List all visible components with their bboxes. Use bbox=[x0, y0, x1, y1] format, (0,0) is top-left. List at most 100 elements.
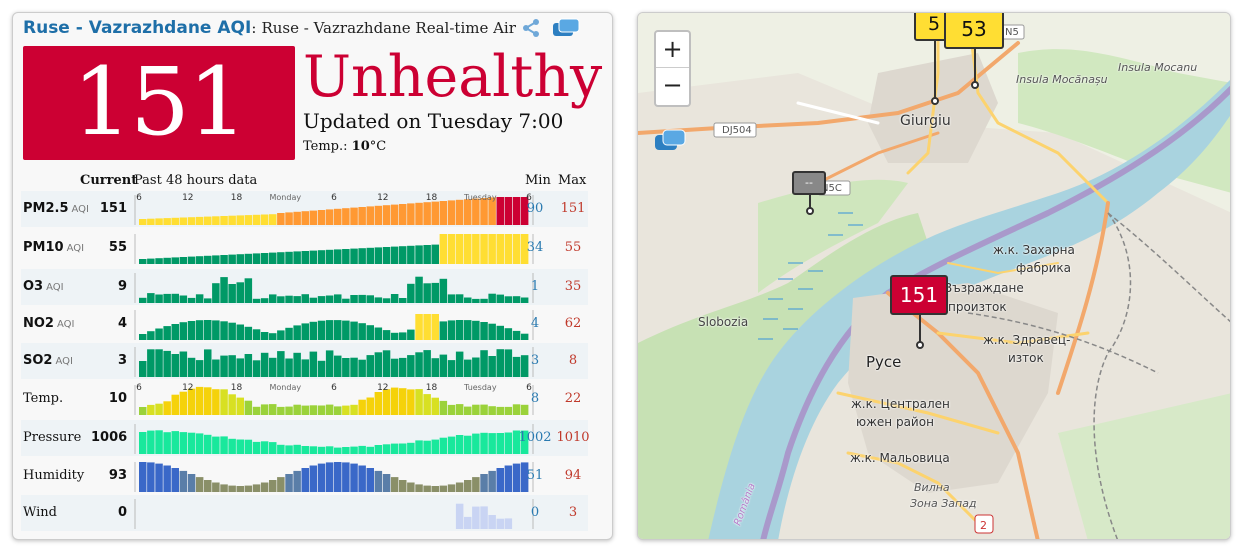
history-bar bbox=[480, 404, 488, 415]
history-bar bbox=[236, 358, 244, 377]
temp-unit: °C bbox=[369, 139, 387, 154]
history-bar bbox=[374, 327, 383, 340]
history-bar bbox=[480, 506, 488, 529]
history-bar bbox=[366, 325, 374, 340]
aqi-map-marker[interactable]: -- bbox=[792, 171, 826, 195]
history-bar bbox=[415, 484, 423, 492]
history-bar bbox=[244, 215, 253, 225]
history-bar bbox=[423, 314, 431, 340]
history-bar bbox=[163, 293, 171, 303]
row-label: SO2 AQI bbox=[23, 353, 73, 368]
history-bar bbox=[415, 276, 423, 303]
history-bar bbox=[244, 439, 253, 454]
map-label: фабрика bbox=[1016, 261, 1072, 275]
current-value: 4 bbox=[117, 316, 127, 331]
history-bar bbox=[358, 207, 366, 225]
history-bar bbox=[496, 349, 504, 377]
history-bar bbox=[293, 352, 301, 377]
marker-pin bbox=[806, 207, 814, 215]
history-bar bbox=[334, 447, 342, 454]
history-bar bbox=[407, 389, 415, 415]
marker-pin bbox=[916, 341, 924, 349]
history-bar bbox=[301, 323, 309, 340]
history-bar bbox=[179, 257, 188, 264]
history-bar bbox=[317, 463, 326, 492]
history-bar bbox=[447, 320, 456, 340]
aqi-map-marker[interactable]: 53 bbox=[944, 13, 1004, 49]
history-bar bbox=[455, 234, 464, 264]
map[interactable]: + − Giurgiu Insula Mocănașu Insula Mocanu D… bbox=[637, 12, 1231, 540]
history-bar bbox=[334, 406, 342, 415]
share-icon[interactable] bbox=[521, 18, 541, 38]
history-bar bbox=[228, 254, 236, 264]
history-bar bbox=[252, 214, 261, 225]
history-bar bbox=[301, 405, 309, 415]
history-bar bbox=[252, 253, 261, 264]
max-value: 94 bbox=[564, 468, 582, 483]
history-bar bbox=[244, 253, 253, 264]
history-bar bbox=[447, 294, 456, 303]
aqi-map-marker[interactable]: 151 bbox=[890, 275, 948, 315]
history-bar bbox=[139, 361, 147, 377]
time-tick-label: 6 bbox=[526, 193, 532, 203]
history-bar bbox=[155, 328, 163, 340]
history-bar bbox=[293, 251, 301, 264]
current-header: Current bbox=[80, 173, 138, 188]
history-bar bbox=[334, 355, 342, 377]
current-value: 9 bbox=[117, 279, 127, 294]
time-tick-label: 12 bbox=[182, 383, 193, 393]
history-bar bbox=[512, 296, 521, 303]
history-bar bbox=[269, 333, 277, 340]
map-label: ж.к. Централен bbox=[851, 397, 950, 411]
time-tick-label: 12 bbox=[377, 383, 388, 393]
history-bar bbox=[350, 357, 358, 377]
history-bar bbox=[496, 406, 504, 415]
history-bar bbox=[520, 333, 529, 340]
min-value: 3 bbox=[530, 353, 540, 368]
history-bar bbox=[228, 438, 236, 454]
history-bar bbox=[366, 446, 374, 454]
history-bar bbox=[374, 352, 383, 377]
history-bar bbox=[520, 297, 529, 303]
history-bar bbox=[390, 358, 399, 377]
history-bar bbox=[171, 217, 179, 225]
history-bar bbox=[439, 201, 448, 225]
title-colon: : bbox=[251, 19, 257, 37]
history-bar bbox=[212, 359, 220, 377]
history-bar bbox=[212, 436, 220, 454]
history-bar bbox=[293, 296, 301, 303]
history-bar bbox=[317, 296, 326, 303]
history-bar bbox=[504, 328, 513, 340]
map-label: N5 bbox=[1005, 27, 1019, 38]
history-bar bbox=[390, 294, 399, 303]
history-bar bbox=[520, 197, 529, 225]
screens-icon[interactable] bbox=[551, 18, 581, 38]
history-bar bbox=[415, 314, 423, 340]
history-bar bbox=[496, 433, 504, 454]
time-tick-label: 18 bbox=[426, 383, 438, 393]
table-row: Pressure 1006 1002 1010 bbox=[21, 420, 590, 456]
history-bar bbox=[260, 404, 269, 415]
history-bar bbox=[301, 446, 309, 454]
history-bar bbox=[277, 351, 285, 377]
history-bar bbox=[277, 477, 285, 492]
zoom-in-button[interactable]: + bbox=[656, 32, 689, 68]
layers-icon[interactable] bbox=[652, 126, 690, 156]
history-bar bbox=[358, 399, 366, 415]
station-aqi-link[interactable]: Ruse - Vazrazhdane AQI bbox=[23, 18, 252, 38]
history-bar bbox=[325, 446, 334, 454]
zoom-out-button[interactable]: − bbox=[662, 71, 683, 99]
history-bar bbox=[285, 251, 293, 264]
history-bar bbox=[399, 480, 407, 492]
history-bar bbox=[366, 397, 374, 415]
history-bar bbox=[236, 282, 244, 303]
history-bar bbox=[195, 360, 204, 377]
history-bar bbox=[350, 321, 358, 340]
min-value: 8 bbox=[530, 391, 540, 406]
marker-stem bbox=[919, 315, 921, 345]
history-bar bbox=[496, 325, 504, 340]
history-bar bbox=[504, 465, 513, 492]
history-bar bbox=[415, 352, 423, 377]
history-bar bbox=[399, 246, 407, 264]
history-bar bbox=[423, 440, 431, 454]
